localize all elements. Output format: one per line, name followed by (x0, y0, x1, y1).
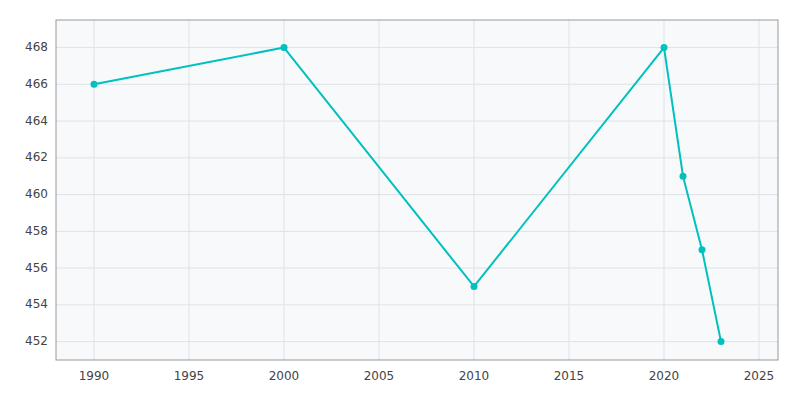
plot-frame (56, 20, 778, 360)
x-tick-label: 2020 (649, 369, 680, 383)
y-grid-line (56, 47, 778, 48)
point (661, 44, 668, 51)
x-grid-line (474, 20, 475, 360)
point (680, 173, 687, 180)
point (471, 283, 478, 290)
tick-labels: 452 454 456 458 460 462 464 466 468 1990 1995 2000 2… (25, 40, 774, 383)
y-grid-line (56, 304, 778, 305)
y-tick-label: 458 (25, 224, 48, 238)
y-grid-line (56, 121, 778, 122)
grid (56, 20, 778, 360)
x-tick-label: 2015 (554, 369, 585, 383)
point (699, 246, 706, 253)
plot-background (56, 20, 778, 360)
y-tick-label: 464 (25, 114, 48, 128)
y-tick-label: 456 (25, 261, 48, 275)
x-tick-label: 2025 (744, 369, 775, 383)
y-tick-label: 454 (25, 297, 48, 311)
y-grid-line (56, 157, 778, 158)
x-grid-line (379, 20, 380, 360)
y-tick-label: 460 (25, 187, 48, 201)
y-tick-label: 452 (25, 334, 48, 348)
x-tick-label: 2005 (364, 369, 395, 383)
point (718, 338, 725, 345)
x-tick-label: 2010 (459, 369, 490, 383)
chart-svg: 452 454 456 458 460 462 464 466 468 1990 1995 2000 2… (0, 0, 800, 400)
y-tick-label: 468 (25, 40, 48, 54)
line (94, 48, 721, 342)
x-grid-line (94, 20, 95, 360)
point (91, 81, 98, 88)
y-tick-label: 466 (25, 77, 48, 91)
x-tick-label: 2000 (269, 369, 300, 383)
y-grid-line (56, 268, 778, 269)
x-grid-line (759, 20, 760, 360)
point (281, 44, 288, 51)
page: {"chart_data": {"type": "line", "x": [19… (0, 0, 800, 400)
plot-area (91, 44, 725, 345)
x-grid-line (189, 20, 190, 360)
y-grid-line (56, 194, 778, 195)
x-tick-label: 1990 (79, 369, 110, 383)
x-grid-line (569, 20, 570, 360)
x-tick-label: 1995 (174, 369, 205, 383)
chart-container: 452 454 456 458 460 462 464 466 468 1990 1995 2000 2… (0, 0, 800, 400)
y-tick-label: 462 (25, 150, 48, 164)
x-grid-line (664, 20, 665, 360)
x-grid-line (284, 20, 285, 360)
y-grid-line (56, 341, 778, 342)
y-grid-line (56, 231, 778, 232)
